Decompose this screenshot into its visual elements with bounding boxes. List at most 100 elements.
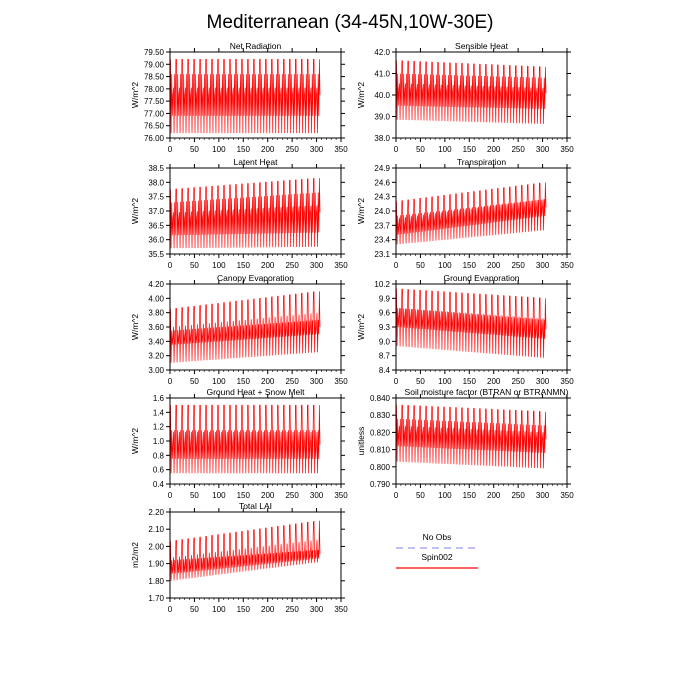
panel-title: Transpiration: [457, 157, 507, 167]
panel-title: Latent Heat: [234, 157, 279, 167]
panel-title: Ground Evaporation: [443, 273, 519, 283]
y-tick-label: 1.90: [148, 560, 164, 569]
x-tick-label: 300: [536, 377, 550, 386]
chart-panel: 0 50 100 150 200 250 300 350 0.790 0.800 0.810 0.82…: [356, 387, 574, 500]
y-axis-label: W/m^2: [130, 82, 140, 108]
x-tick-label: 100: [212, 377, 226, 386]
x-tick-label: 350: [560, 491, 574, 500]
y-tick-label: 4.20: [148, 280, 164, 289]
x-tick-label: 50: [416, 261, 425, 270]
x-tick-label: 50: [416, 145, 425, 154]
figure-title: Mediterranean (34-45N,10W-30E): [207, 12, 494, 33]
y-tick-label: 3.80: [148, 309, 164, 318]
x-tick-label: 250: [285, 605, 299, 614]
chart-panel: 0 50 100 150 200 250 300 350 0.4 0.6 0.8 1.0 1.2 1.4 1…: [130, 387, 348, 500]
y-tick-label: 10.2: [374, 280, 390, 289]
plot-frame: [169, 51, 342, 139]
y-tick-label: 9.3: [379, 323, 391, 332]
x-tick-label: 0: [168, 261, 173, 270]
y-tick-label: 77.00: [144, 109, 165, 118]
x-tick-label: 300: [310, 605, 324, 614]
x-tick-label: 0: [394, 491, 399, 500]
x-tick-label: 300: [536, 145, 550, 154]
x-tick-label: 250: [285, 145, 299, 154]
plot-frame: [169, 511, 342, 599]
y-tick-label: 2.20: [148, 508, 164, 517]
panel-title: Soil moisture factor (BTRAN or BTRANMN): [405, 387, 569, 397]
x-tick-label: 300: [310, 377, 324, 386]
x-tick-label: 150: [463, 145, 477, 154]
y-tick-label: 1.80: [148, 577, 164, 586]
x-tick-label: 0: [168, 377, 173, 386]
y-tick-label: 3.20: [148, 352, 164, 361]
x-tick-label: 200: [261, 491, 275, 500]
y-tick-label: 23.7: [374, 221, 390, 230]
x-tick-label: 350: [334, 377, 348, 386]
y-tick-label: 78.00: [144, 85, 165, 94]
series-line: [170, 291, 321, 363]
y-axis-label: W/m^2: [130, 198, 140, 224]
y-tick-label: 4.00: [148, 294, 164, 303]
x-tick-label: 200: [261, 605, 275, 614]
series-line: [396, 182, 547, 245]
x-tick-label: 200: [261, 377, 275, 386]
x-tick-label: 350: [334, 145, 348, 154]
x-tick-label: 0: [394, 145, 399, 154]
x-tick-label: 350: [334, 491, 348, 500]
y-tick-label: 42.0: [374, 48, 390, 57]
x-tick-label: 0: [394, 261, 399, 270]
x-tick-label: 350: [334, 605, 348, 614]
x-tick-label: 0: [394, 377, 399, 386]
x-tick-label: 150: [237, 377, 251, 386]
y-tick-label: 23.4: [374, 236, 390, 245]
series-line: [170, 520, 321, 581]
y-tick-label: 35.5: [148, 250, 164, 259]
x-tick-label: 250: [511, 145, 525, 154]
y-tick-label: 1.2: [153, 423, 165, 432]
x-tick-label: 100: [212, 605, 226, 614]
y-tick-label: 0.6: [153, 466, 165, 475]
y-tick-label: 0.4: [153, 480, 165, 489]
y-tick-label: 36.5: [148, 221, 164, 230]
y-tick-label: 9.6: [379, 309, 391, 318]
x-tick-label: 350: [560, 377, 574, 386]
y-tick-label: 38.0: [148, 178, 164, 187]
y-tick-label: 0.800: [370, 463, 391, 472]
x-tick-label: 250: [285, 377, 299, 386]
x-tick-label: 100: [438, 377, 452, 386]
y-tick-label: 78.50: [144, 73, 165, 82]
y-axis-label: W/m^2: [130, 314, 140, 340]
y-tick-label: 3.00: [148, 366, 164, 375]
x-tick-label: 150: [237, 605, 251, 614]
x-tick-label: 100: [212, 145, 226, 154]
x-tick-label: 300: [310, 491, 324, 500]
y-tick-label: 3.60: [148, 323, 164, 332]
panel-title: Ground Heat + Snow Melt: [206, 387, 305, 397]
panel-title: Net Radiation: [230, 41, 282, 51]
x-tick-label: 0: [168, 605, 173, 614]
y-tick-label: 76.00: [144, 134, 165, 143]
x-tick-label: 200: [487, 145, 501, 154]
y-tick-label: 1.70: [148, 594, 164, 603]
y-tick-label: 24.0: [374, 207, 390, 216]
y-axis-label: m2/m2: [130, 542, 140, 568]
y-tick-label: 3.40: [148, 337, 164, 346]
y-tick-label: 1.0: [153, 437, 165, 446]
y-tick-label: 8.4: [379, 366, 391, 375]
x-tick-label: 200: [487, 491, 501, 500]
chart-panel: 0 50 100 150 200 250 300 350 8.4 8.7 9.0 9.3 9.6 9.9 1…: [356, 273, 574, 386]
y-tick-label: 2.10: [148, 525, 164, 534]
y-axis-label: unitless: [356, 427, 366, 456]
y-tick-label: 79.50: [144, 48, 165, 57]
y-tick-label: 2.00: [148, 542, 164, 551]
x-tick-label: 250: [511, 261, 525, 270]
y-tick-label: 1.6: [153, 394, 165, 403]
y-tick-label: 23.1: [374, 250, 390, 259]
y-tick-label: 0.8: [153, 451, 165, 460]
chart-panel: 0 50 100 150 200 250 300 350 38.0 39.0 40.0 41.0 42.…: [356, 41, 574, 154]
x-tick-label: 50: [416, 377, 425, 386]
y-tick-label: 38.0: [374, 134, 390, 143]
y-tick-label: 0.790: [370, 480, 391, 489]
x-tick-label: 50: [416, 491, 425, 500]
